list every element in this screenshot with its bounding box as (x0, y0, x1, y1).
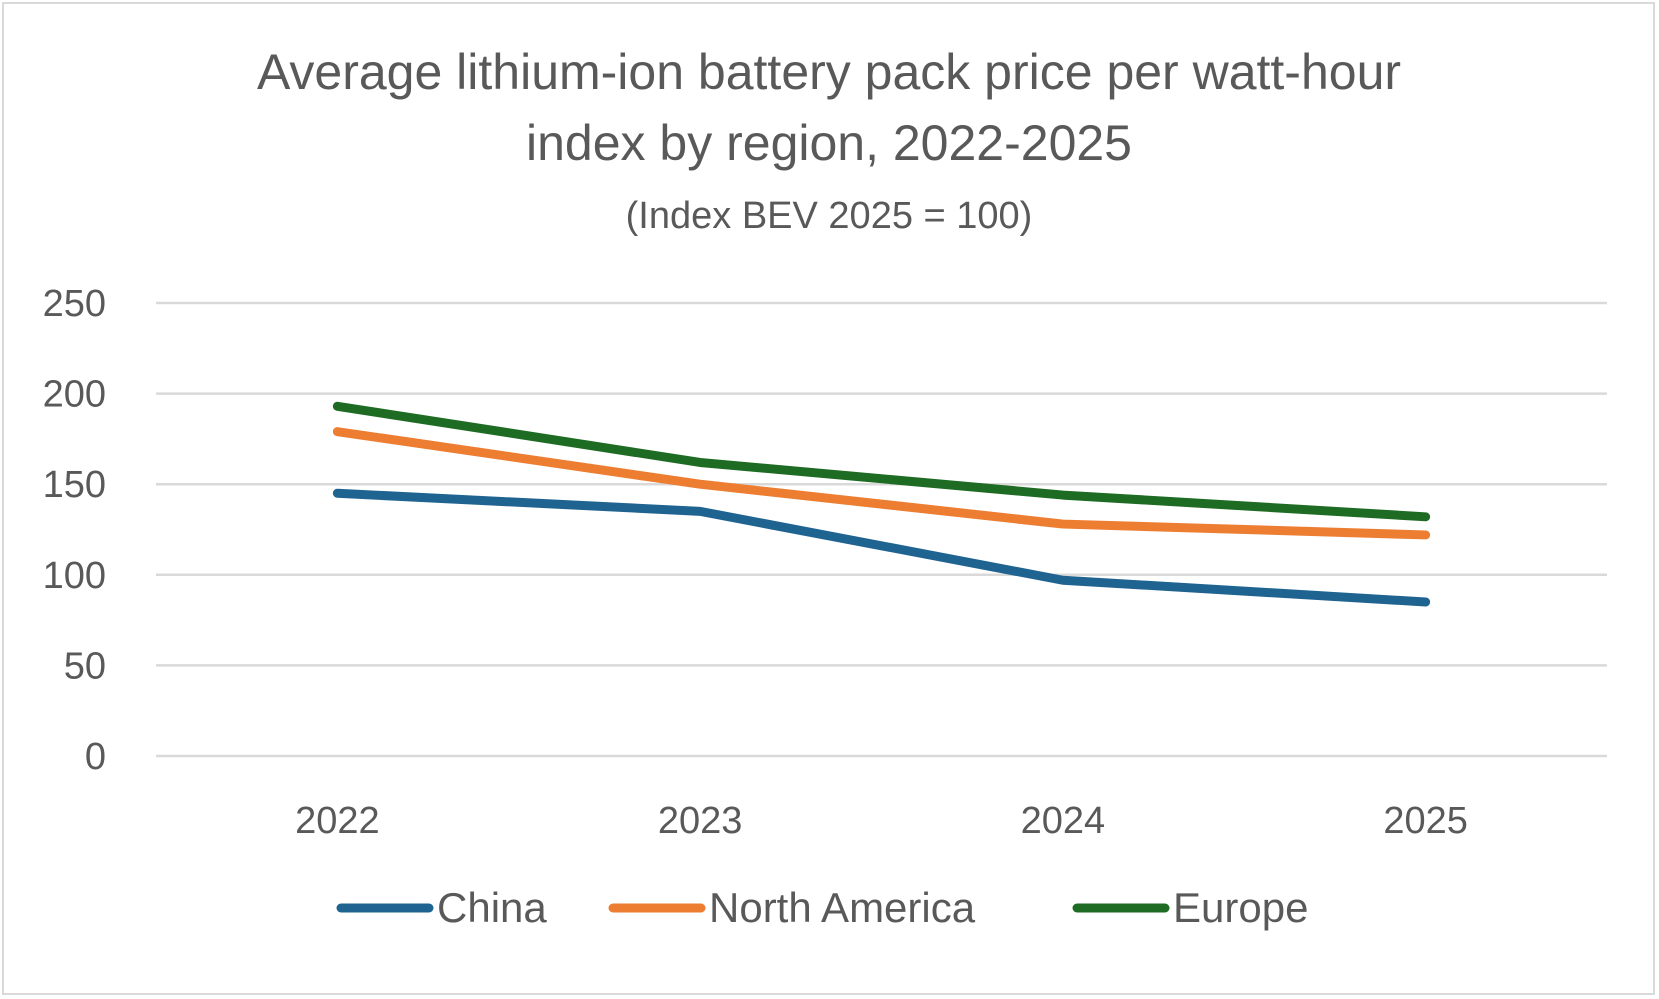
y-tick-label: 100 (43, 555, 106, 597)
x-axis-tick-labels: 2022 2023 2024 2025 (295, 800, 1468, 842)
series-line-north-america (332, 427, 1431, 540)
x-tick-label: 2023 (658, 800, 743, 842)
chart-title-line-1: Average lithium-ion battery pack price p… (257, 44, 1401, 100)
data-point-china (699, 510, 701, 512)
y-axis-tick-labels: 0 50 100 150 200 250 (43, 283, 106, 778)
gridlines (156, 301, 1607, 758)
chart-title: Average lithium-ion battery pack price p… (257, 44, 1401, 237)
data-point-north-america (699, 483, 701, 485)
x-tick-label: 2025 (1383, 800, 1468, 842)
series-line-europe (332, 401, 1431, 522)
data-point-north-america (336, 431, 338, 433)
series-line-china (332, 488, 1431, 607)
y-tick-label: 200 (43, 374, 106, 416)
data-point-north-america (1062, 523, 1064, 525)
data-point-europe (699, 461, 701, 463)
y-tick-label: 150 (43, 464, 106, 506)
x-tick-label: 2024 (1021, 800, 1106, 842)
legend-label-europe: Europe (1173, 884, 1308, 931)
y-tick-label: 0 (85, 736, 106, 778)
data-point-europe (1425, 516, 1427, 518)
y-tick-label: 250 (43, 283, 106, 325)
data-point-north-america (1425, 534, 1427, 536)
data-point-china (336, 492, 338, 494)
chart-title-line-2: index by region, 2022-2025 (526, 115, 1132, 171)
y-tick-label: 50 (64, 645, 106, 687)
data-point-europe (336, 405, 338, 407)
legend-label-china: China (437, 884, 547, 931)
legend: China North America Europe (336, 884, 1308, 931)
legend-label-north-america: North America (709, 884, 976, 931)
series-lines (332, 401, 1431, 607)
x-tick-label: 2022 (295, 800, 380, 842)
data-point-china (1062, 579, 1064, 581)
chart-subtitle: (Index BEV 2025 = 100) (626, 195, 1033, 237)
data-point-china (1425, 601, 1427, 603)
data-point-europe (1062, 494, 1064, 496)
